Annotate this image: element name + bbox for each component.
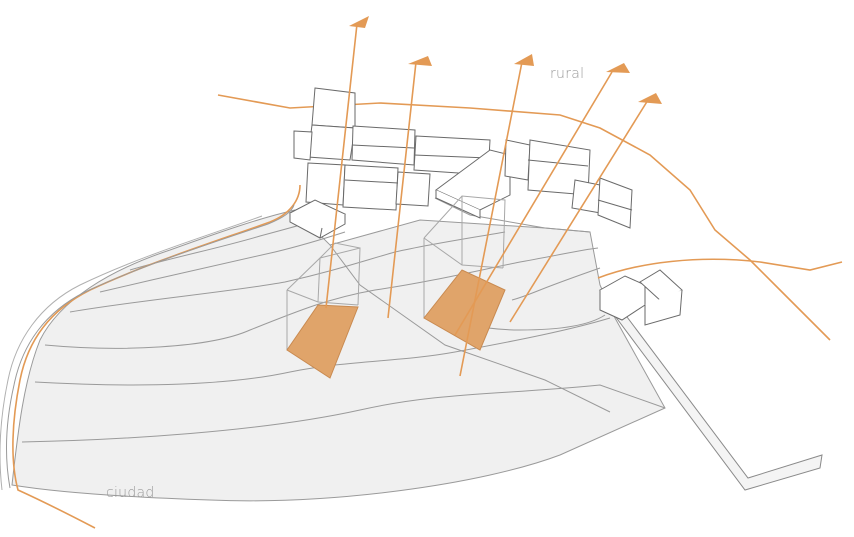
terrain-outer-edge	[6, 204, 295, 489]
building-plots	[286, 269, 506, 379]
label-ciudad: ciudad	[106, 485, 155, 501]
label-rural: rural	[550, 66, 585, 82]
arrow-heads	[349, 16, 662, 104]
boundary-lines	[12, 94, 843, 529]
arrowhead-icon	[349, 16, 369, 28]
plot-right	[423, 269, 506, 351]
arrowhead-icon	[638, 93, 662, 104]
arrowhead-icon	[514, 54, 534, 66]
arrowhead-icon	[606, 63, 630, 73]
view-arrows	[325, 23, 649, 377]
terrain-outer-edge-2	[0, 215, 263, 491]
plot-left	[286, 304, 359, 379]
road-line	[329, 244, 611, 413]
arrowhead-icon	[408, 56, 432, 66]
wireframe-volumes	[286, 195, 506, 350]
